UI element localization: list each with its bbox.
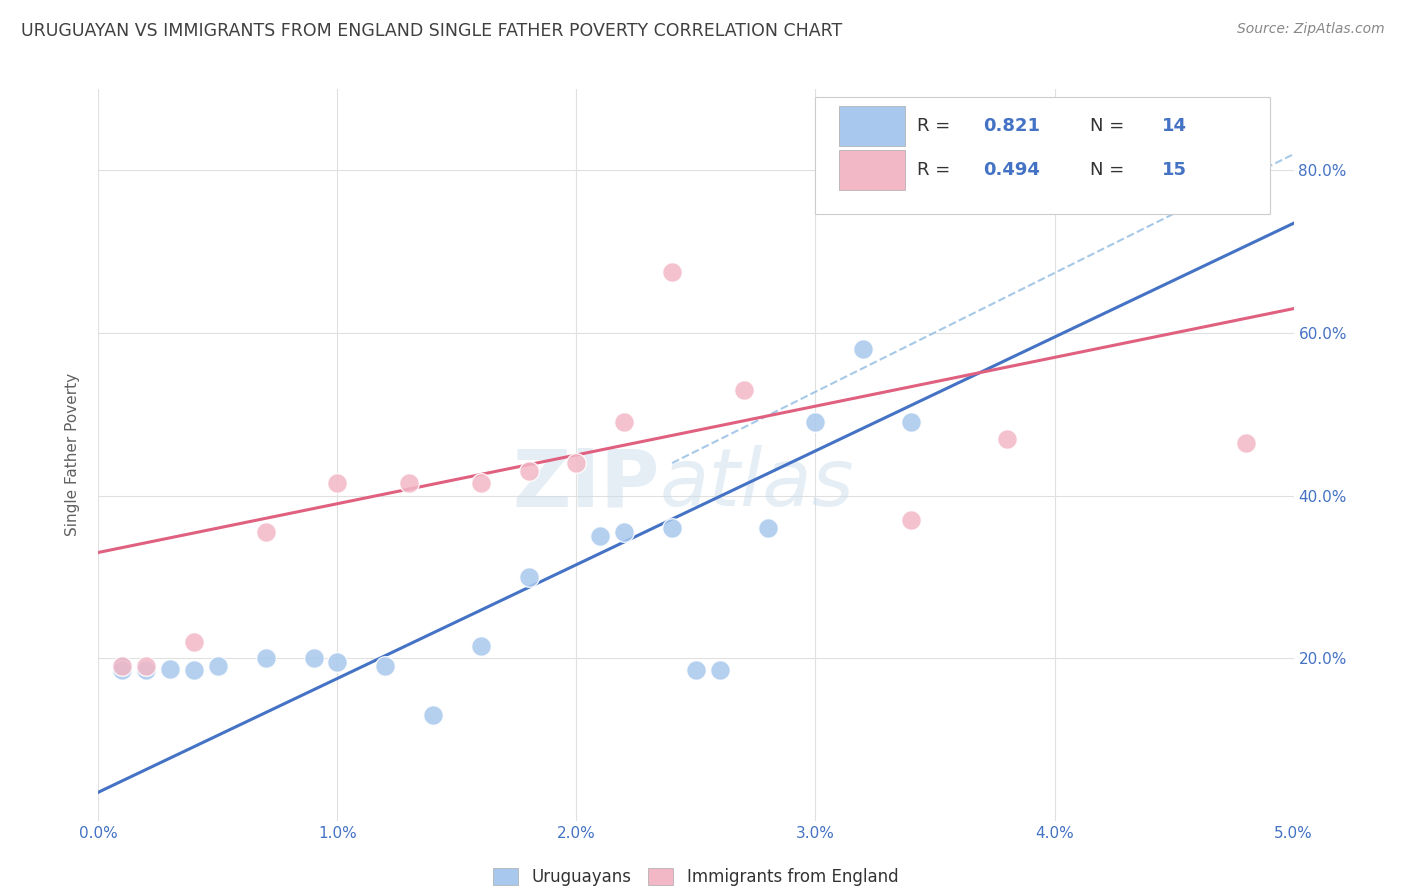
Point [685, 663, 707, 677]
Point [207, 659, 229, 673]
Point [661, 265, 683, 279]
Point [517, 570, 540, 584]
Point [183, 663, 205, 677]
Point [183, 635, 205, 649]
Text: 14: 14 [1161, 117, 1187, 135]
Point [589, 529, 612, 543]
Point [374, 659, 396, 673]
Point [517, 464, 540, 478]
Point [1234, 435, 1257, 450]
Point [470, 476, 492, 491]
Point [254, 651, 277, 665]
Point [326, 655, 349, 669]
Text: N =: N = [1091, 117, 1130, 135]
Point [135, 659, 157, 673]
Text: N =: N = [1091, 161, 1130, 178]
Legend: Uruguayans, Immigrants from England: Uruguayans, Immigrants from England [486, 862, 905, 892]
Point [111, 659, 134, 673]
Point [422, 708, 444, 723]
Bar [839, 150, 905, 190]
Text: URUGUAYAN VS IMMIGRANTS FROM ENGLAND SINGLE FATHER POVERTY CORRELATION CHART: URUGUAYAN VS IMMIGRANTS FROM ENGLAND SIN… [21, 22, 842, 40]
Point [900, 416, 922, 430]
Point [135, 663, 157, 677]
Text: R =: R = [917, 161, 956, 178]
Point [756, 521, 779, 535]
Point [254, 525, 277, 540]
Point [804, 416, 827, 430]
Point [709, 663, 731, 677]
Point [470, 639, 492, 653]
Point [111, 663, 134, 677]
Point [852, 343, 875, 357]
Text: ZIP: ZIP [513, 445, 661, 524]
Text: atlas: atlas [661, 445, 855, 524]
Point [159, 662, 181, 676]
Point [565, 456, 588, 470]
Point [398, 476, 420, 491]
Text: 0.821: 0.821 [983, 117, 1040, 135]
Point [733, 383, 755, 397]
Point [661, 521, 683, 535]
Point [613, 416, 636, 430]
Point [302, 651, 325, 665]
Y-axis label: Single Father Poverty: Single Father Poverty [65, 374, 80, 536]
Text: R =: R = [917, 117, 956, 135]
Point [900, 513, 922, 527]
Text: Source: ZipAtlas.com: Source: ZipAtlas.com [1237, 22, 1385, 37]
Text: 15: 15 [1161, 161, 1187, 178]
Bar [839, 105, 905, 146]
FancyBboxPatch shape [815, 96, 1270, 213]
Text: 0.494: 0.494 [983, 161, 1039, 178]
Point [995, 432, 1018, 446]
Point [613, 525, 636, 540]
Point [111, 659, 134, 673]
Point [326, 476, 349, 491]
